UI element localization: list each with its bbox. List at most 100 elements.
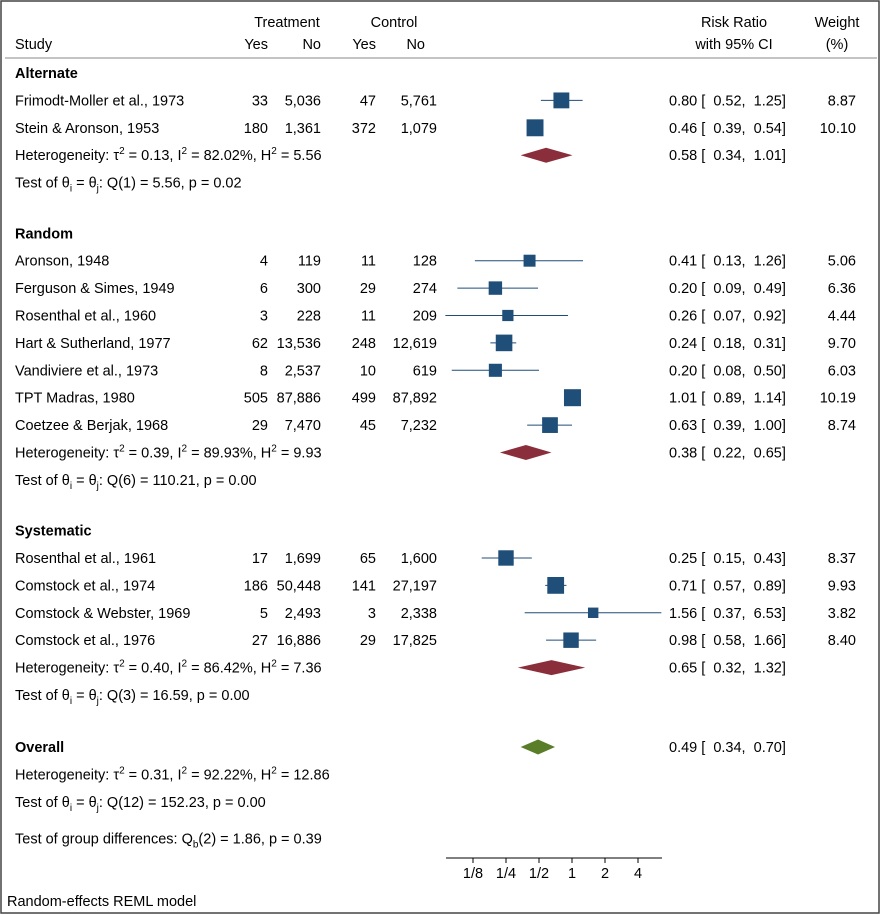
control-no-value: 7,232 [401,418,437,434]
weight-value: 8.87 [828,93,856,109]
group-summary-diamond [499,444,552,460]
header-treatment-yes: Yes [244,37,268,53]
study-name: Stein & Aronson, 1953 [15,121,159,137]
heterogeneity-h2-label: = 86.42%, H [187,661,271,677]
control-no-value: 5,761 [401,93,437,109]
treatment-no-value: 300 [297,281,321,297]
test-statistic: : Q(3) = 16.59, p = 0.00 [99,688,250,704]
control-no-value: 27,197 [393,578,437,594]
heterogeneity-h2-label: = 92.22%, H [187,767,271,783]
weight-value: 8.37 [828,551,856,567]
superscript-2: 2 [119,765,125,776]
study-marker [547,576,565,594]
superscript-2: 2 [271,659,277,670]
group-heterogeneity: Heterogeneity: τ2 = 0.40, I2 = 86.42%, H… [15,659,322,677]
treatment-yes-value: 186 [244,578,268,594]
test-statistic: : Q(1) = 5.56, p = 0.02 [99,176,242,192]
superscript-2: 2 [119,146,125,157]
axis-tick-label: 1/8 [463,866,483,882]
subscript-j: j [96,803,99,814]
header-control-no: No [406,37,425,53]
treatment-no-value: 2,493 [285,606,321,622]
test-equals: = θ [72,176,97,192]
control-yes-value: 248 [352,336,376,352]
control-no-value: 17,825 [393,633,437,649]
subscript-b: b [193,839,199,850]
heterogeneity-i2-label: = 0.13, I [125,148,182,164]
weight-value: 5.06 [828,254,856,270]
treatment-yes-value: 180 [244,121,268,137]
study-marker [488,281,503,295]
control-yes-value: 65 [360,551,376,567]
superscript-2: 2 [271,146,277,157]
ci-text: 0.80 [ 0.52, 1.25] [669,93,786,109]
header-study: Study [15,37,53,53]
superscript-2: 2 [181,765,187,776]
treatment-no-value: 7,470 [285,418,321,434]
study-marker [498,550,514,566]
header-weight-line1: Weight [815,15,860,31]
study-marker [502,309,514,322]
group-test: Test of θi = θj: Q(6) = 110.21, p = 0.00 [15,473,257,492]
ci-text: 0.20 [ 0.08, 0.50] [669,363,786,379]
study-marker [587,607,599,618]
study-marker [523,254,536,267]
study-marker [526,119,544,137]
treatment-no-value: 1,699 [285,551,321,567]
control-no-value: 12,619 [393,336,437,352]
heterogeneity-i2-label: = 0.40, I [125,661,182,677]
treatment-no-value: 2,537 [285,363,321,379]
treatment-yes-value: 8 [260,363,268,379]
heterogeneity-h2-value: = 9.93 [277,445,322,461]
control-yes-value: 29 [360,633,376,649]
heterogeneity-h2-value: = 7.36 [277,661,322,677]
control-no-value: 2,338 [401,606,437,622]
weight-value: 10.10 [820,121,856,137]
treatment-yes-value: 5 [260,606,268,622]
ci-text: 0.20 [ 0.09, 0.49] [669,281,786,297]
superscript-2: 2 [181,659,187,670]
heterogeneity-i2-label: = 0.39, I [125,445,182,461]
control-yes-value: 29 [360,281,376,297]
weight-value: 6.36 [828,281,856,297]
weight-value: 9.70 [828,336,856,352]
treatment-yes-value: 17 [252,551,268,567]
study-name: TPT Madras, 1980 [15,391,135,407]
header-control-yes: Yes [352,37,376,53]
axis-tick-label: 4 [634,866,642,882]
study-row: Comstock et al., 1976 27 16,886 29 17,825 0.9… [15,632,856,649]
test-statistic: : Q(12) = 152.23, p = 0.00 [99,795,266,811]
treatment-no-value: 50,448 [277,578,321,594]
ci-text: 1.01 [ 0.89, 1.14] [669,391,786,407]
heterogeneity-i2-label: = 0.31, I [125,767,182,783]
overall-heterogeneity: Heterogeneity: τ2 = 0.31, I2 = 92.22%, H… [15,765,330,783]
test-equals: = θ [72,688,97,704]
control-yes-value: 372 [352,121,376,137]
test-equals: = θ [72,473,97,489]
overall-heading: Overall [15,740,64,756]
study-name: Aronson, 1948 [15,254,109,270]
study-name: Comstock & Webster, 1969 [15,606,190,622]
header-effect-line1: Risk Ratio [701,15,767,31]
study-row: TPT Madras, 1980 505 87,886 499 87,892 1.01 [… [15,389,856,407]
study-row: Coetzee & Berjak, 1968 29 7,470 45 7,232 0.63… [15,417,856,434]
subscript-i: i [70,481,72,492]
ci-text: 0.98 [ 0.58, 1.66] [669,633,786,649]
study-row: Aronson, 1948 4 119 11 128 0.41 [ 0.13, 1.26]… [15,254,856,270]
header-treatment-no: No [302,37,321,53]
control-no-value: 87,892 [393,391,437,407]
study-name: Comstock et al., 1974 [15,578,155,594]
axis-tick-label: 1 [568,866,576,882]
study-name: Vandiviere et al., 1973 [15,363,158,379]
subscript-j: j [96,184,99,195]
axis-tick-label: 2 [601,866,609,882]
group-test-statistic: (2) = 1.86, p = 0.39 [198,831,321,847]
group-heading: Random [15,226,73,242]
superscript-2: 2 [181,146,187,157]
group-summary-ci: 0.58 [ 0.34, 1.01] [669,148,786,164]
group-heading: Alternate [15,66,78,82]
treatment-yes-value: 4 [260,254,268,270]
